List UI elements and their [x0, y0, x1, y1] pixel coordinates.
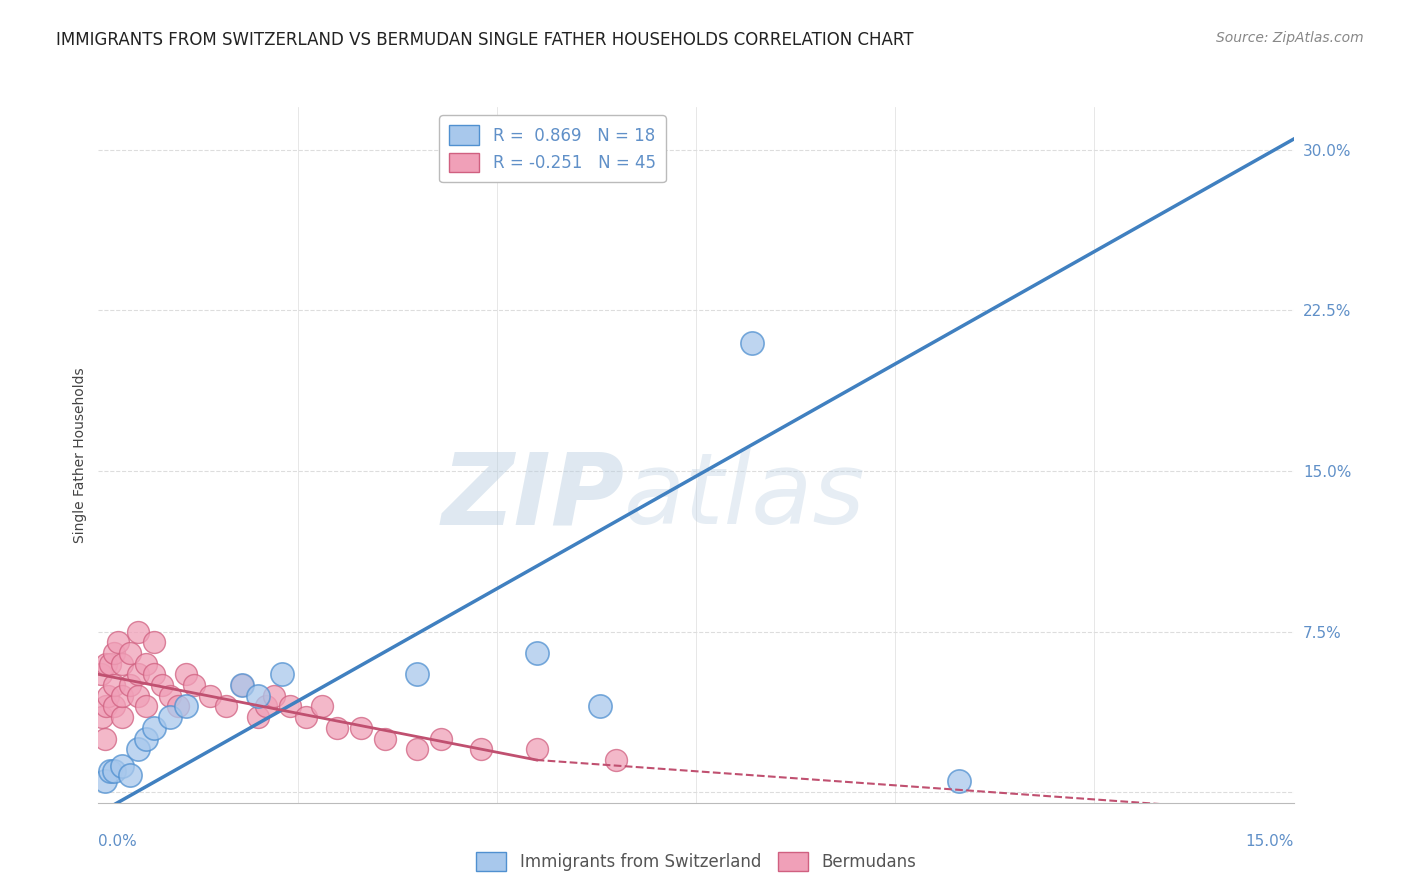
Point: [589, 699, 612, 714]
Point: [350, 721, 373, 735]
Point: [111, 710, 134, 724]
Point: [90, 667, 112, 681]
Point: [120, 768, 142, 782]
Point: [111, 657, 134, 671]
Point: [406, 667, 429, 681]
Point: [135, 731, 157, 746]
Text: ZIP: ZIP: [441, 448, 624, 545]
Point: [135, 699, 157, 714]
Y-axis label: Single Father Households: Single Father Households: [73, 368, 87, 542]
Point: [127, 624, 149, 639]
Point: [94, 774, 117, 789]
Point: [231, 678, 253, 692]
Point: [94, 731, 117, 746]
Point: [374, 731, 396, 746]
Point: [103, 699, 125, 714]
Point: [174, 699, 197, 714]
Point: [406, 742, 429, 756]
Point: [103, 678, 125, 692]
Point: [159, 710, 181, 724]
Point: [198, 689, 221, 703]
Text: 0.0%: 0.0%: [98, 834, 138, 849]
Point: [127, 667, 149, 681]
Point: [97, 689, 120, 703]
Point: [246, 689, 269, 703]
Point: [254, 699, 277, 714]
Point: [948, 774, 970, 789]
Text: 15.0%: 15.0%: [1246, 834, 1294, 849]
Point: [127, 742, 149, 756]
Point: [91, 710, 114, 724]
Point: [231, 678, 253, 692]
Point: [96, 699, 118, 714]
Point: [96, 657, 118, 671]
Point: [103, 646, 125, 660]
Point: [107, 635, 129, 649]
Point: [246, 710, 269, 724]
Point: [270, 667, 292, 681]
Point: [98, 764, 122, 778]
Legend: Immigrants from Switzerland, Bermudans: Immigrants from Switzerland, Bermudans: [470, 846, 922, 878]
Text: Source: ZipAtlas.com: Source: ZipAtlas.com: [1216, 31, 1364, 45]
Point: [120, 678, 142, 692]
Point: [294, 710, 316, 724]
Point: [103, 764, 125, 778]
Point: [526, 646, 548, 660]
Point: [111, 759, 134, 773]
Point: [263, 689, 285, 703]
Point: [311, 699, 333, 714]
Point: [326, 721, 349, 735]
Point: [143, 721, 166, 735]
Point: [127, 689, 149, 703]
Point: [605, 753, 627, 767]
Point: [167, 699, 190, 714]
Point: [526, 742, 548, 756]
Text: atlas: atlas: [624, 448, 866, 545]
Point: [159, 689, 181, 703]
Point: [150, 678, 173, 692]
Point: [98, 657, 122, 671]
Point: [430, 731, 453, 746]
Point: [215, 699, 238, 714]
Point: [120, 646, 142, 660]
Point: [741, 335, 763, 350]
Point: [143, 635, 166, 649]
Point: [183, 678, 205, 692]
Point: [143, 667, 166, 681]
Point: [135, 657, 157, 671]
Point: [470, 742, 492, 756]
Point: [278, 699, 301, 714]
Point: [111, 689, 134, 703]
Text: IMMIGRANTS FROM SWITZERLAND VS BERMUDAN SINGLE FATHER HOUSEHOLDS CORRELATION CHA: IMMIGRANTS FROM SWITZERLAND VS BERMUDAN …: [56, 31, 914, 49]
Point: [174, 667, 197, 681]
